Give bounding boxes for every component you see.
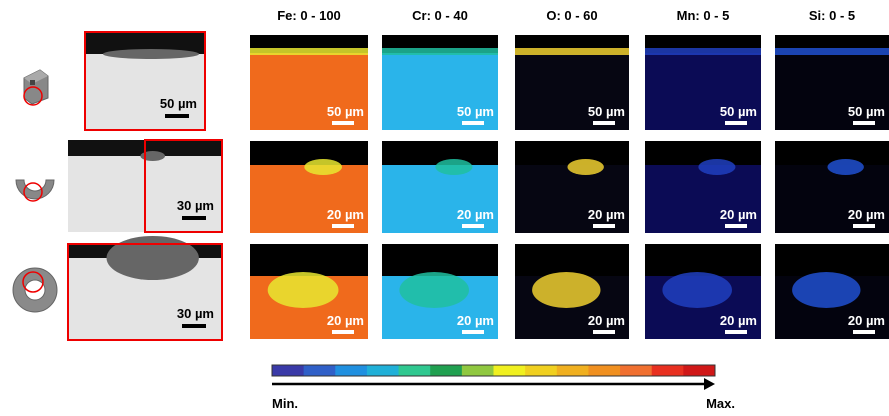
map-scale-bar (593, 224, 615, 228)
map-top (645, 141, 761, 165)
colorbar-segment (367, 365, 399, 376)
colorbar-min: Min. (272, 396, 298, 411)
colorbar-segment (272, 365, 304, 376)
colorbar-segment (304, 365, 336, 376)
map-scale-label: 20 µm (457, 207, 494, 222)
sem-scale-bar (182, 324, 206, 328)
map-oxide (645, 48, 761, 55)
column-header: Fe: 0 - 100 (277, 8, 341, 23)
map-oxide (250, 48, 368, 55)
sem-scale-bar (182, 216, 206, 220)
map-scale-bar (725, 330, 747, 334)
map-top (645, 244, 761, 276)
arrow-head (704, 378, 715, 390)
colorbar-segment (399, 365, 431, 376)
colorbar-segment (557, 365, 589, 376)
map-scale-label: 20 µm (848, 313, 885, 328)
icon-cube (24, 70, 48, 105)
colorbar-segment (652, 365, 684, 376)
map-oxide (515, 48, 629, 55)
sem-scale-label: 30 µm (177, 306, 214, 321)
map-scale-bar (725, 121, 747, 125)
map-top (250, 141, 368, 165)
map-top (775, 244, 889, 276)
map-oxide (532, 272, 600, 308)
icon-ring (13, 268, 57, 312)
map-scale-bar (853, 330, 875, 334)
map-scale-bar (332, 330, 354, 334)
map-oxide (775, 48, 889, 55)
map-scale-label: 50 µm (588, 104, 625, 119)
map-scale-bar (593, 330, 615, 334)
map-scale-bar (462, 224, 484, 228)
map-scale-bar (332, 224, 354, 228)
map-scale-bar (725, 224, 747, 228)
icon-half-ring (16, 180, 54, 201)
map-scale-label: 20 µm (720, 313, 757, 328)
map-scale-label: 50 µm (327, 104, 364, 119)
map-oxide (399, 272, 469, 308)
map-scale-bar (462, 121, 484, 125)
colorbar-segment (462, 365, 494, 376)
map-scale-label: 20 µm (457, 313, 494, 328)
column-header: Cr: 0 - 40 (412, 8, 468, 23)
map-top (515, 141, 629, 165)
sem-oxide (107, 236, 199, 280)
map-oxide (827, 159, 863, 175)
colorbar-segment (430, 365, 462, 376)
map-oxide (792, 272, 860, 308)
map-scale-label: 20 µm (327, 313, 364, 328)
map-oxide (435, 159, 472, 175)
sem-scale-bar (165, 114, 189, 118)
map-scale-bar (332, 121, 354, 125)
map-oxide (382, 48, 498, 55)
map-scale-label: 20 µm (327, 207, 364, 222)
colorbar-segment (620, 365, 652, 376)
map-scale-label: 50 µm (720, 104, 757, 119)
map-oxide (268, 272, 339, 308)
map-scale-label: 20 µm (588, 207, 625, 222)
map-scale-label: 20 µm (848, 207, 885, 222)
sem-scale-label: 30 µm (177, 198, 214, 213)
colorbar-segment (588, 365, 620, 376)
map-scale-bar (593, 121, 615, 125)
colorbar-max: Max. (706, 396, 735, 411)
map-scale-bar (853, 224, 875, 228)
map-oxide (304, 159, 342, 175)
map-scale-label: 50 µm (848, 104, 885, 119)
map-top (382, 141, 498, 165)
map-oxide (567, 159, 603, 175)
map-scale-label: 20 µm (588, 313, 625, 328)
column-header: O: 0 - 60 (546, 8, 597, 23)
map-scale-bar (853, 121, 875, 125)
colorbar-segment (494, 365, 526, 376)
figure: Min. Max. Fe: 0 - 100 Cr: 0 - 40 O: 0 - 60… (0, 0, 889, 416)
colorbar-segment (335, 365, 367, 376)
map-oxide (662, 272, 732, 308)
map-scale-bar (462, 330, 484, 334)
map-top (775, 141, 889, 165)
column-header: Mn: 0 - 5 (677, 8, 730, 23)
sem-scale-label: 50 µm (160, 96, 197, 111)
map-scale-label: 20 µm (720, 207, 757, 222)
colorbar-segment (683, 365, 715, 376)
map-top (515, 244, 629, 276)
sem-oxide (103, 49, 199, 59)
map-top (250, 244, 368, 276)
column-header: Si: 0 - 5 (809, 8, 855, 23)
map-top (382, 244, 498, 276)
map-scale-label: 50 µm (457, 104, 494, 119)
map-oxide (698, 159, 735, 175)
colorbar-segment (525, 365, 557, 376)
